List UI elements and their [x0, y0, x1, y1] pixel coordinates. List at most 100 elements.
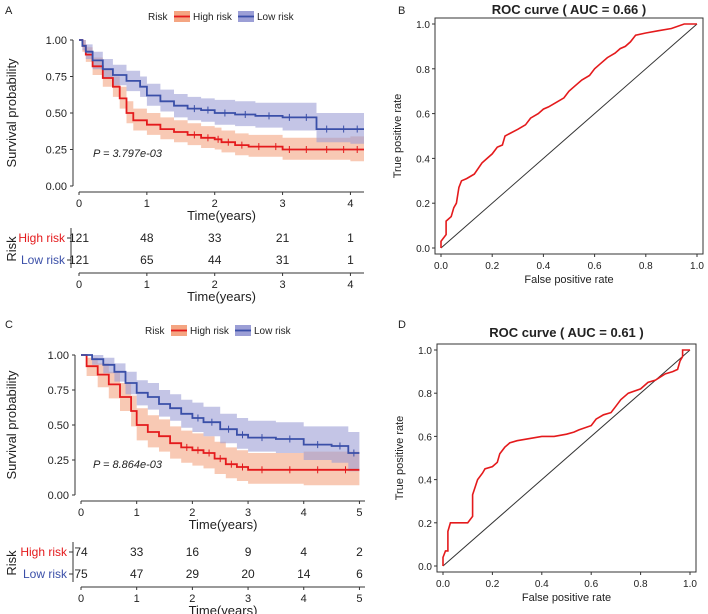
x-tick-label: 2: [212, 198, 218, 210]
panel-b: B ROC curve ( AUC = 0.66 ) 0.0 0.2 0.4 0.6 0.8…: [392, 2, 704, 286]
risk-table: High risk 74 33 16 9 4 2 Low risk 75 47 29 20 14 6 0 1 2…: [4, 542, 365, 614]
x-axis-title: Time(years): [189, 517, 258, 532]
risk-table-x-tick-label: 1: [134, 593, 140, 605]
x-axis-title: False positive rate: [522, 592, 611, 604]
risk-table-count: 48: [140, 231, 154, 245]
risk-table-count: 47: [130, 567, 144, 581]
y-tick-label: 0.00: [48, 490, 69, 502]
x-tick-label: 2: [189, 507, 195, 519]
risk-table-x-tick-label: 3: [280, 279, 286, 291]
panel-d: D ROC curve ( AUC = 0.61 ) 0.0 0.2 0.4 0.6 0.8…: [394, 319, 697, 604]
risk-table-x-tick-label: 2: [189, 593, 195, 605]
y-tick-label: 0.0: [418, 562, 432, 573]
y-tick-label: 0.00: [46, 181, 67, 193]
risk-table-count: 31: [276, 253, 290, 267]
y-tick-label: 0.75: [48, 385, 69, 397]
risk-table-title: Risk: [4, 550, 19, 576]
legend-label-high-risk: High risk: [193, 12, 233, 23]
risk-table-count: 1: [347, 231, 354, 245]
y-tick-label: 0.25: [48, 455, 69, 467]
risk-table-count: 33: [130, 545, 144, 559]
risk-table-count: 14: [297, 567, 311, 581]
p-value: P = 3.797e-03: [93, 148, 163, 160]
risk-table: High risk 121 48 33 21 1 Low risk 121 65 44 31 1 0 1 2…: [4, 228, 364, 304]
risk-table-count: 2: [356, 545, 363, 559]
legend-title: Risk: [145, 326, 165, 337]
risk-table-count: 74: [74, 545, 88, 559]
x-tick-label: 1: [144, 198, 150, 210]
x-tick-label: 0.4: [535, 579, 549, 590]
risk-table-row-label: High risk: [20, 545, 68, 559]
x-tick-label: 0: [78, 507, 84, 519]
risk-table-count: 4: [300, 545, 307, 559]
y-tick-label: 0.50: [48, 420, 69, 432]
survival-line-low-risk: [79, 39, 364, 130]
y-tick-label: 0.2: [416, 199, 430, 210]
legend: Risk High risk Low risk: [148, 11, 295, 23]
p-value: P = 8.864e-03: [93, 459, 163, 471]
y-axis-title: True positive rate: [392, 94, 404, 179]
y-tick-label: 0.4: [416, 154, 430, 165]
legend-label-low-risk: Low risk: [257, 12, 295, 23]
risk-table-x-tick-label: 4: [301, 593, 307, 605]
risk-table-count: 9: [245, 545, 252, 559]
x-axis-title: False positive rate: [524, 274, 613, 286]
x-tick-label: 4: [301, 507, 307, 519]
x-tick-label: 0.2: [485, 579, 499, 590]
plot-frame: [436, 343, 697, 573]
y-axis-title: Survival probability: [4, 58, 19, 168]
y-tick-label: 1.0: [418, 346, 432, 357]
x-axis-title: Time(years): [187, 208, 256, 223]
risk-table-count: 1: [347, 253, 354, 267]
y-axis-title: True positive rate: [394, 416, 406, 501]
risk-table-count: 65: [140, 253, 154, 267]
risk-table-count: 44: [208, 253, 222, 267]
x-tick-label: 0.8: [634, 579, 648, 590]
x-tick-label: 0: [76, 198, 82, 210]
x-tick-label: 0.4: [536, 261, 550, 272]
x-tick-label: 0.8: [639, 261, 653, 272]
risk-table-title: Risk: [4, 236, 19, 262]
x-tick-label: 4: [347, 198, 353, 210]
risk-table-count: 29: [186, 567, 200, 581]
risk-table-row-label: High risk: [18, 231, 66, 245]
y-tick-label: 0.8: [418, 389, 432, 400]
panel-label: B: [398, 5, 405, 17]
y-tick-label: 0.50: [46, 108, 67, 120]
chart-title: ROC curve ( AUC = 0.66 ): [492, 2, 646, 17]
risk-table-x-tick-label: 0: [78, 593, 84, 605]
roc-curve: [440, 23, 697, 248]
ci-band-high-risk: [79, 40, 364, 162]
risk-table-count: 121: [69, 253, 89, 267]
x-tick-label: 0.0: [436, 579, 450, 590]
risk-table-count: 16: [186, 545, 200, 559]
risk-table-x-tick-label: 1: [144, 279, 150, 291]
x-tick-label: 0.0: [434, 261, 448, 272]
y-tick-label: 0.4: [418, 476, 432, 487]
risk-table-count: 75: [74, 567, 88, 581]
risk-table-x-axis-title: Time(years): [189, 603, 258, 614]
y-tick-label: 1.00: [46, 35, 67, 47]
x-tick-label: 0.6: [588, 261, 602, 272]
x-tick-label: 1.0: [690, 261, 704, 272]
reference-diagonal: [442, 349, 691, 567]
legend-label-low-risk: Low risk: [254, 326, 292, 337]
risk-table-x-tick-label: 3: [245, 593, 251, 605]
x-tick-label: 0.2: [485, 261, 499, 272]
survival-line-low-risk: [81, 354, 360, 454]
y-tick-label: 0.8: [416, 65, 430, 76]
y-tick-label: 0.25: [46, 145, 67, 157]
risk-table-count: 121: [69, 231, 89, 245]
panel-label: A: [5, 5, 13, 17]
survival-line-high-risk: [81, 354, 360, 471]
reference-diagonal: [440, 23, 698, 249]
y-tick-label: 0.2: [418, 519, 432, 530]
y-axis-title: Survival probability: [4, 370, 19, 480]
y-tick-label: 0.75: [46, 72, 67, 84]
risk-table-row-label: Low risk: [21, 253, 66, 267]
panel-label: C: [5, 319, 13, 331]
risk-table-count: 21: [276, 231, 290, 245]
risk-table-x-tick-label: 0: [76, 279, 82, 291]
